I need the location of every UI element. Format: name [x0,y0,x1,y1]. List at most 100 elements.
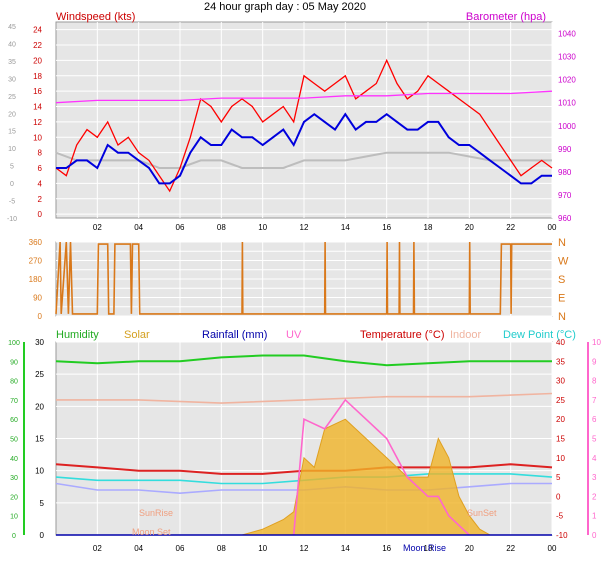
annotation-moonset: Moon Set [132,527,171,537]
wind-series-barometer [55,90,553,104]
wind-x-tick-label: 22 [506,223,515,232]
wind-y-tick-label: 0 [38,210,43,219]
humidity-tick-label: 40 [10,456,18,463]
wind-y-tick-label: 20 [33,56,42,65]
wind-y-tick-label: 18 [33,72,42,81]
wind-y-tick-label: 12 [33,118,42,127]
wind-x-tick-label: 04 [134,223,143,232]
wind-outer-tick-label: 15 [8,129,16,136]
annotation-sunset: SunSet [467,508,497,518]
wind-y-tick-label: 6 [38,164,43,173]
temperature-x-tick-label: 22 [506,544,515,553]
wind-outer-tick-label: 45 [8,24,16,31]
wind-outer-tick-label: 40 [8,41,16,48]
wind-y-tick-label: 2 [38,195,43,204]
direction-y-tick-label: 180 [29,275,43,284]
temperature-left-tick-label: 0 [40,531,45,540]
wind-y-tick-label: 14 [33,103,42,112]
humidity-tick-label: 70 [10,398,18,405]
wind-outer-tick-label: 25 [8,94,16,101]
annotation-sunrise: SunRise [139,508,173,518]
humidity-tick-label: 30 [10,475,18,482]
wind-x-tick-label: 06 [176,223,185,232]
uv-tick-label: 0 [592,531,597,540]
series-solar-area [241,418,492,536]
legend-humidity: Humidity [56,329,99,341]
barometer-tick-label: 1040 [558,30,576,39]
temperature-x-tick-label: 02 [93,544,102,553]
humidity-tick-label: 50 [10,437,18,444]
temperature-left-tick-label: 30 [35,338,44,347]
uv-tick-label: 3 [592,473,597,482]
temperature-right-tick-label: 5 [556,473,561,482]
temperature-x-tick-label: 12 [300,544,309,553]
humidity-tick-label: 20 [10,494,18,501]
barometer-tick-label: 1030 [558,53,576,62]
wind-outer-tick-label: 10 [8,146,16,153]
series-indoor [56,392,553,404]
temperature-left-tick-label: 5 [40,499,45,508]
barometer-tick-label: 1020 [558,76,576,85]
wind-y-tick-label: 24 [33,26,42,35]
temperature-x-tick-label: 06 [176,544,185,553]
temperature-x-tick-label: 18 [424,544,433,553]
wind-x-tick-label: 20 [465,223,474,232]
direction-y-tick-label: 360 [29,238,43,247]
wind-y-tick-label: 8 [38,149,43,158]
wind-series-average [56,112,552,185]
legend-uv: UV [286,329,302,341]
uv-tick-label: 7 [592,396,597,405]
uv-tick-label: 9 [592,357,597,366]
temperature-left-tick-label: 25 [35,370,44,379]
direction-y-tick-label: 0 [38,312,43,321]
direction-compass-label: W [558,256,569,268]
series-uv [292,398,470,536]
humidity-tick-label: 80 [10,379,18,386]
series-humidity [55,354,552,367]
annotation-moonrise: Moon Rise [403,543,446,553]
uv-tick-label: 4 [592,454,597,463]
temperature-panel: 02 04 06 08 10 12 14 16 18 20 22 003025201510501009… [8,338,601,553]
wind-y-tick-label: 16 [33,87,42,96]
wind-x-tick-label: 02 [93,223,102,232]
temperature-right-tick-label: 40 [556,338,565,347]
wind-outer-tick-label: 20 [8,111,16,118]
wind-x-tick-label: 10 [258,223,267,232]
wind-outer-tick-label: -5 [9,199,15,206]
direction-series [55,241,552,315]
legend-solar: Solar [124,329,150,341]
windspeed-axis-label: Windspeed (kts) [56,11,135,23]
temperature-right-tick-label: 15 [556,435,565,444]
temperature-x-tick-label: 08 [217,544,226,553]
temperature-x-tick-label: 10 [258,544,267,553]
temperature-right-tick-label: 30 [556,377,565,386]
wind-outer-tick-label: 30 [8,76,16,83]
wind-series-gust [55,58,553,193]
humidity-tick-label: 60 [10,417,18,424]
direction-y-tick-label: 90 [33,294,42,303]
barometer-tick-label: 1000 [558,122,576,131]
page-title: 24 hour graph day : 05 May 2020 [204,1,366,13]
wind-y-tick-label: 4 [38,179,43,188]
direction-y-tick-label: 270 [29,257,43,266]
legend-rainfall: Rainfall (mm) [202,329,267,341]
temperature-right-tick-label: 10 [556,454,565,463]
wind-x-tick-label: 00 [548,223,557,232]
uv-tick-label: 10 [592,338,601,347]
wind-outer-tick-label: -10 [7,216,17,223]
temperature-left-tick-label: 15 [35,435,44,444]
uv-tick-label: 8 [592,377,597,386]
temperature-left-tick-label: 20 [35,402,44,411]
temperature-x-tick-label: 20 [465,544,474,553]
direction-compass-label: N [558,311,566,323]
wind-panel: 02 04 06 08 10 12 14 16 18 20 22 002422201816141210… [7,21,576,232]
legend-indoor: Indoor [450,329,482,341]
temperature-x-tick-label: 00 [548,544,557,553]
temperature-left-tick-label: 10 [35,467,44,476]
wind-x-tick-label: 16 [382,223,391,232]
temperature-right-tick-label: -5 [556,512,564,521]
humidity-tick-label: 0 [12,533,16,540]
humidity-tick-label: 90 [10,359,18,366]
